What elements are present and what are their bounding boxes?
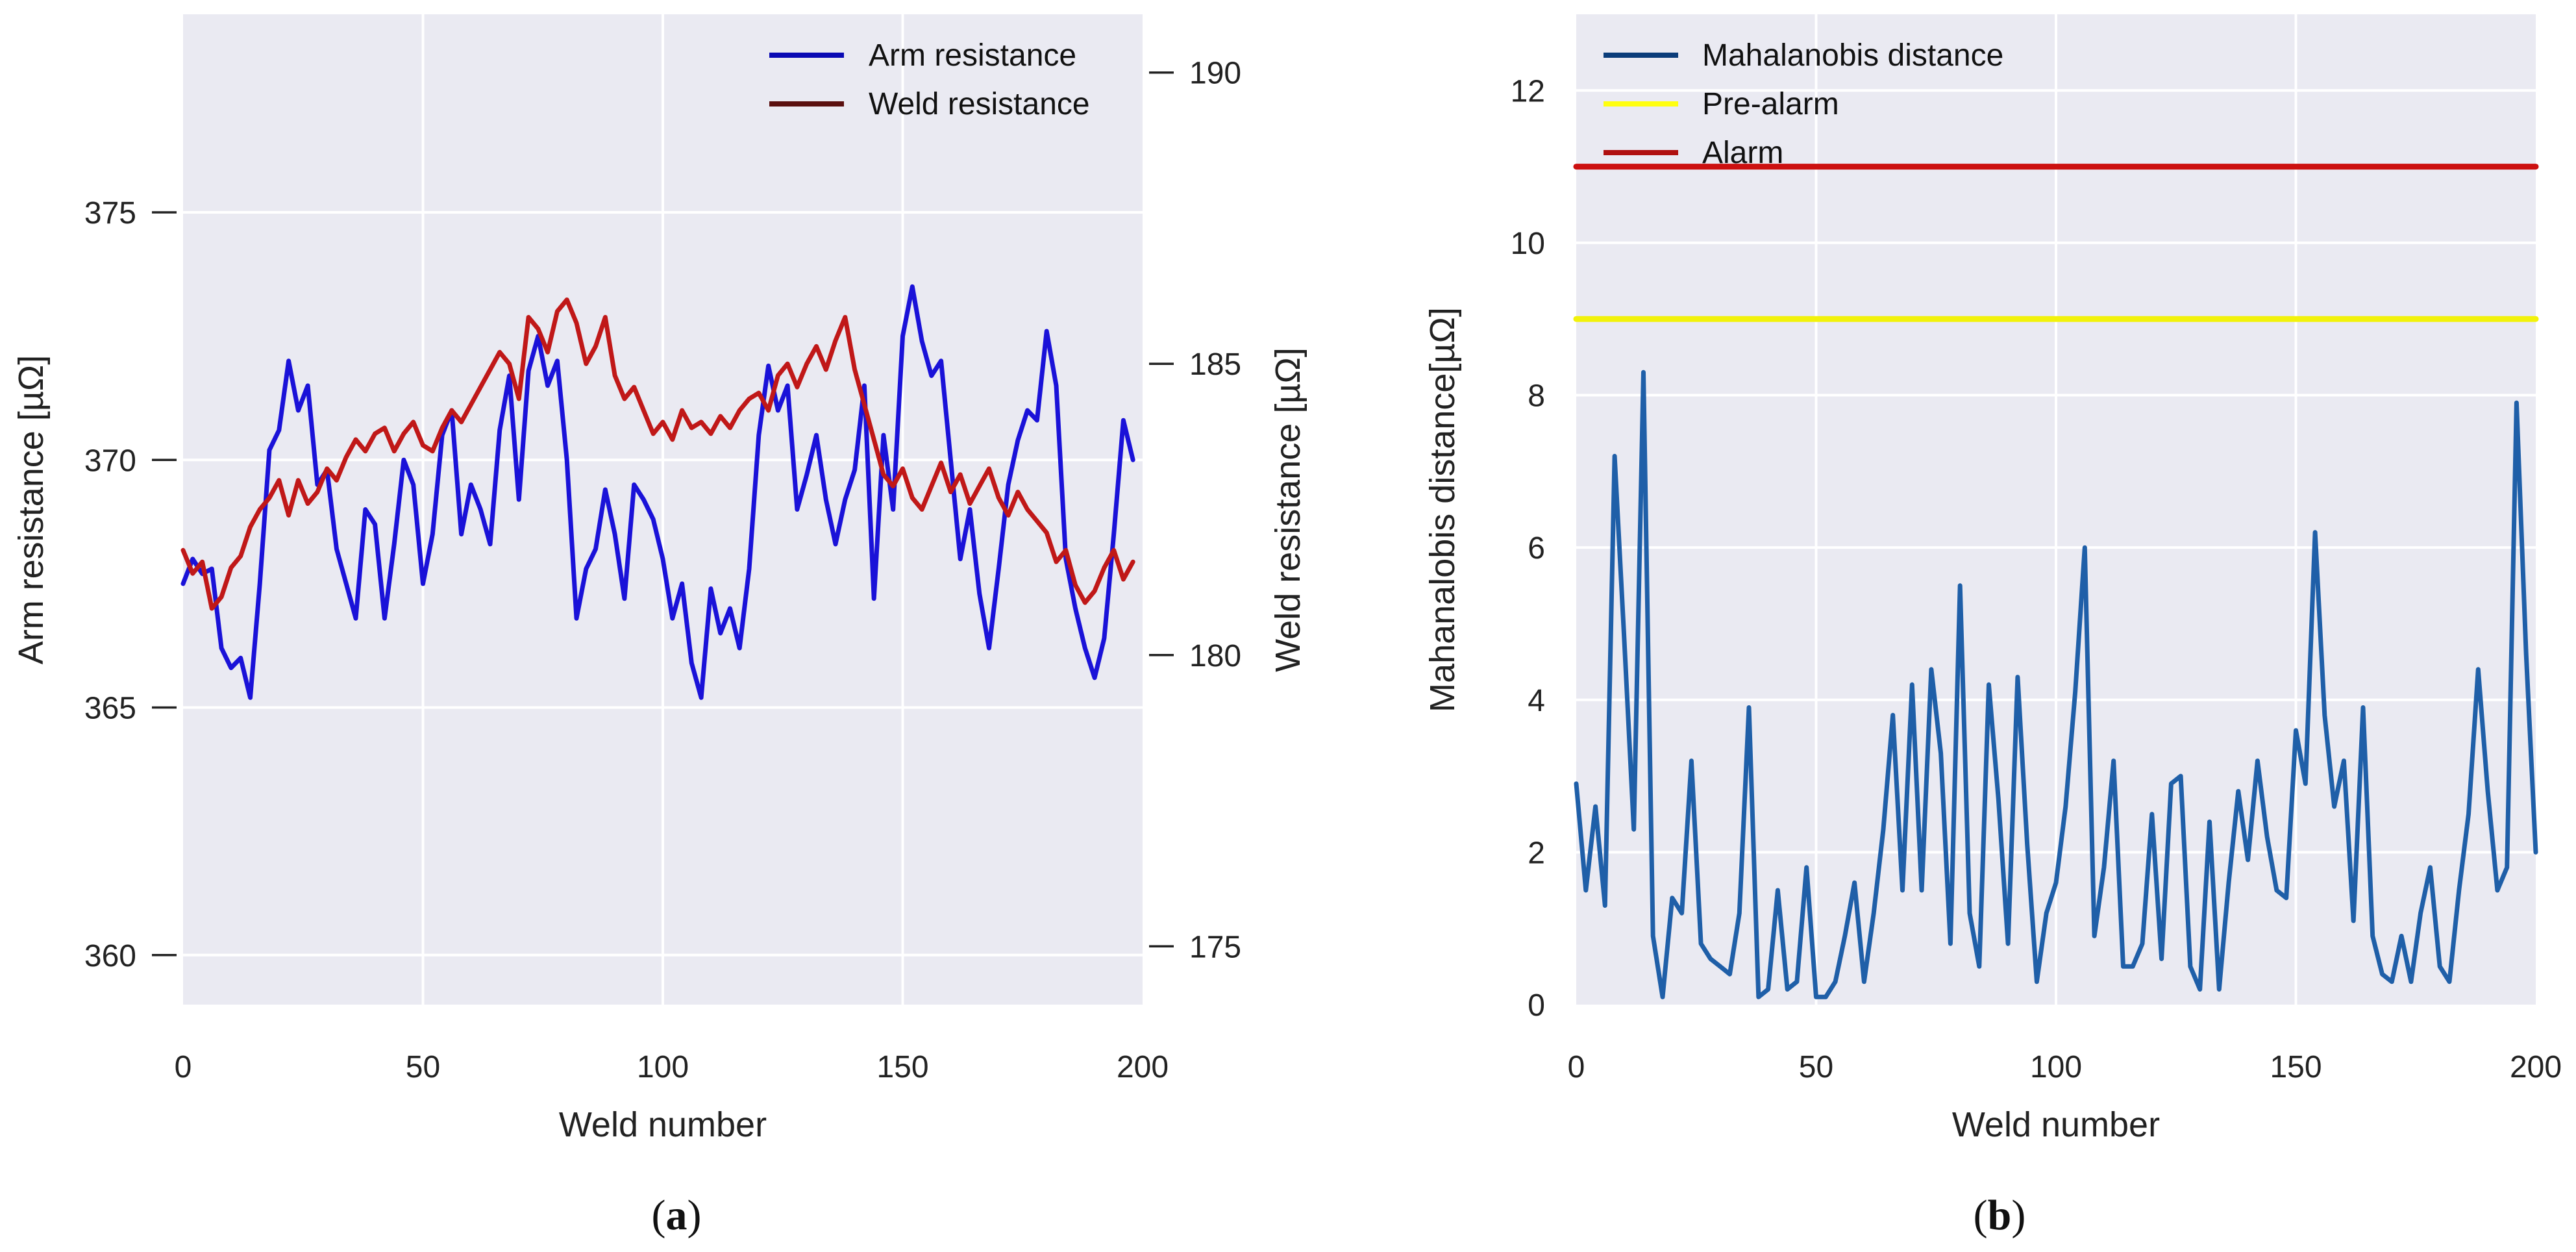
legend-a: Arm resistance Weld resistance (769, 38, 1090, 121)
legend-label-pre-alarm: Pre-alarm (1702, 87, 1839, 121)
panel-label-b: (b) (1974, 1192, 2026, 1239)
x-tick-label: 200 (1117, 1050, 1169, 1084)
chart-panel-b: 0 50 100 150 200 0 2 4 6 8 10 12 Weld number Mahan… (1423, 14, 2562, 1239)
x-tick-label: 100 (2030, 1050, 2082, 1084)
x-axis-label-a: Weld number (559, 1105, 767, 1144)
y-tick-label: 370 (84, 444, 136, 478)
y-tick-label: 12 (1511, 74, 1545, 108)
y-axis-label-a: Arm resistance [µΩ] (12, 355, 51, 665)
legend-label-weld-resistance: Weld resistance (869, 87, 1090, 121)
x-tick-label: 100 (637, 1050, 689, 1084)
x-tick-label: 0 (1568, 1050, 1585, 1084)
series-group-b (1573, 164, 2539, 999)
y-tick-label: 360 (84, 939, 136, 973)
legend-b: Mahalanobis distance Pre-alarm Alarm (1604, 38, 2003, 170)
legend-label-alarm: Alarm (1702, 136, 1783, 170)
legend-label-arm-resistance: Arm resistance (869, 38, 1076, 73)
y-axis-ticks-b: 0 2 4 6 8 10 12 (1511, 74, 1545, 1023)
y-tick-label: 8 (1528, 379, 1545, 414)
y-axis-ticks-a: 360 365 370 375 (84, 196, 177, 973)
panel-letter-a: a (666, 1192, 687, 1239)
y-tick-label: 375 (84, 196, 136, 231)
chart-panel-a: 0 50 100 150 200 360 365 370 375 175 180 185 190 W… (12, 14, 1307, 1239)
legend-label-mahalanobis: Mahalanobis distance (1702, 38, 2003, 73)
x-tick-label: 150 (2270, 1050, 2322, 1084)
x-tick-label: 150 (876, 1050, 928, 1084)
series-line-mahalanobis-distance (1574, 369, 2538, 999)
y-tick-label: 10 (1511, 227, 1545, 261)
x-tick-label: 200 (2510, 1050, 2562, 1084)
y2-tick-label: 180 (1189, 639, 1241, 673)
grid-a (183, 14, 1143, 1005)
series-group-a (180, 284, 1135, 700)
y2-axis-label-a: Weld resistance [µΩ] (1269, 347, 1307, 672)
x-tick-label: 50 (406, 1050, 440, 1084)
y2-tick-label: 190 (1189, 56, 1241, 91)
panel-letter-b: b (1988, 1192, 2012, 1239)
y-axis-label-b: Mahanalobis distance[µΩ] (1423, 307, 1462, 712)
y-tick-label: 6 (1528, 531, 1545, 566)
y-tick-label: 2 (1528, 836, 1545, 870)
y2-axis-ticks-a: 175 180 185 190 (1149, 56, 1241, 964)
x-tick-label: 50 (1799, 1050, 1833, 1084)
y-tick-label: 0 (1528, 988, 1545, 1023)
x-axis-ticks-a: 0 50 100 150 200 (175, 1050, 1169, 1084)
grid-b (1576, 14, 2536, 1005)
x-axis-label-b: Weld number (1952, 1105, 2160, 1144)
y-tick-label: 4 (1528, 684, 1545, 718)
y-tick-label: 365 (84, 692, 136, 726)
panel-label-a: (a) (652, 1192, 702, 1239)
y2-tick-label: 175 (1189, 930, 1241, 964)
y2-tick-label: 185 (1189, 347, 1241, 382)
x-tick-label: 0 (175, 1050, 192, 1084)
series-line-arm-resistance (180, 284, 1135, 700)
x-axis-ticks-b: 0 50 100 150 200 (1568, 1050, 2562, 1084)
series-line-weld-resistance (180, 297, 1135, 611)
